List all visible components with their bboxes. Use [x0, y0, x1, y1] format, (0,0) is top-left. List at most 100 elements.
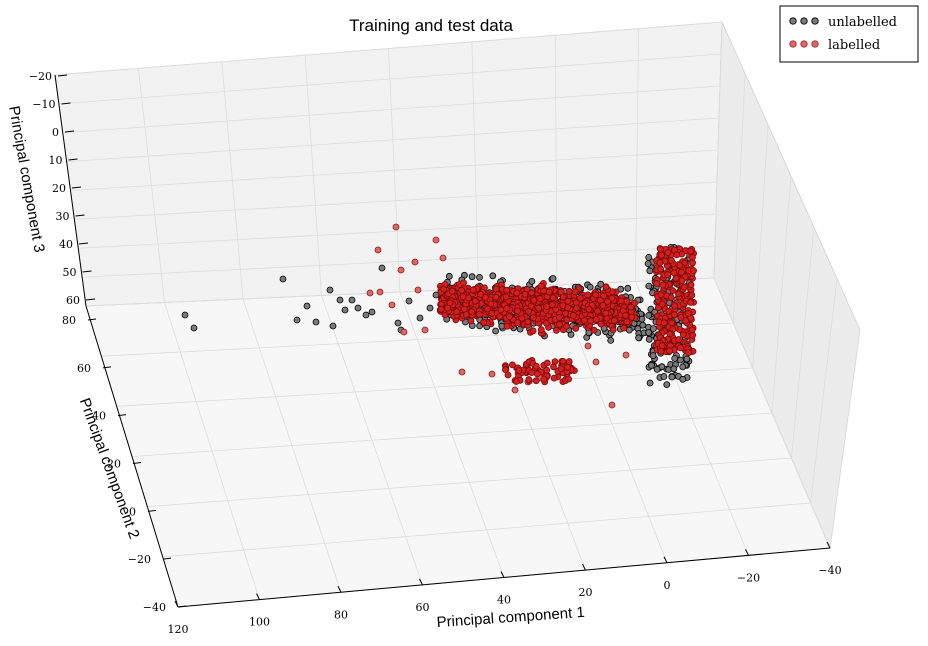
labelled-point — [509, 361, 516, 369]
labelled-point — [585, 305, 593, 313]
z-tick-label: 50 — [63, 266, 77, 279]
labelled-point — [669, 287, 677, 295]
labelled-point — [658, 342, 666, 350]
z-tick-mark — [78, 242, 89, 245]
z-tick-mark — [71, 186, 82, 189]
unlabelled-point — [329, 322, 337, 330]
unlabelled-point — [362, 311, 370, 319]
labelled-point — [565, 358, 573, 365]
labelled-point — [543, 303, 551, 311]
x-tick-mark — [663, 556, 668, 563]
labelled-point — [679, 331, 687, 339]
labelled-point — [469, 286, 477, 294]
z-tick-label: 40 — [59, 238, 73, 251]
y-tick-mark — [117, 414, 127, 417]
labelled-point — [604, 298, 611, 306]
labelled-point — [563, 322, 570, 330]
labelled-point — [668, 256, 675, 264]
labelled-point — [537, 326, 545, 334]
x-tick-mark — [500, 571, 505, 578]
labelled-point — [392, 223, 400, 231]
labelled-point — [569, 312, 577, 319]
labelled-point — [596, 296, 604, 304]
labelled-point — [543, 319, 550, 327]
grid-line-z — [58, 53, 722, 105]
labelled-point — [611, 317, 618, 325]
unlabelled-point — [586, 283, 594, 291]
unlabelled-point — [683, 355, 691, 363]
labelled-point — [537, 282, 545, 290]
x-tick-mark — [256, 593, 260, 600]
unlabelled-point — [597, 280, 605, 288]
labelled-point — [548, 301, 556, 309]
unlabelled-point — [679, 363, 687, 371]
unlabelled-point — [293, 316, 301, 324]
grid-line-z — [82, 245, 716, 278]
y-tick-label: −40 — [143, 601, 166, 614]
grid-line-y — [162, 278, 838, 558]
unlabelled-point — [341, 306, 349, 314]
labelled-point — [550, 363, 557, 371]
unlabelled-point — [660, 373, 668, 380]
labelled-point — [587, 317, 594, 325]
labelled-point — [444, 304, 452, 312]
unlabelled-point — [638, 315, 646, 323]
labelled-point — [411, 258, 419, 266]
labelled-point — [459, 293, 467, 301]
labelled-point — [677, 344, 684, 352]
labelled-point — [657, 347, 665, 355]
z-tick-label: 0 — [52, 126, 59, 139]
labelled-point — [673, 251, 681, 259]
labelled-point — [664, 249, 672, 257]
unlabelled-point — [426, 304, 434, 312]
x-tick-mark — [745, 549, 749, 556]
labelled-point — [668, 319, 676, 327]
grid-line-z — [74, 181, 718, 220]
labelled-point — [477, 290, 484, 298]
labelled-point — [678, 277, 686, 285]
data-points — [181, 223, 697, 409]
labelled-point — [536, 295, 544, 303]
grid-line-y — [147, 227, 815, 508]
y-tick-label: 40 — [92, 410, 106, 423]
z-tick-label: 10 — [49, 154, 63, 167]
unlabelled-point — [416, 314, 424, 322]
grid-line-y — [131, 175, 792, 457]
grid-line-z — [70, 149, 719, 191]
z-tick-mark — [64, 130, 75, 133]
y-tick-label: 20 — [107, 458, 121, 471]
labelled-point — [514, 307, 521, 315]
labelled-point — [374, 246, 382, 254]
labelled-point — [690, 267, 697, 275]
labelled-point — [528, 289, 535, 297]
labelled-point — [397, 266, 405, 274]
labelled-point — [664, 271, 672, 278]
labelled-point — [533, 370, 541, 378]
z-tick-mark — [57, 74, 68, 77]
unlabelled-point — [326, 286, 334, 294]
z-tick-label: 60 — [66, 294, 80, 307]
labelled-point — [675, 336, 683, 343]
labelled-point — [572, 324, 580, 332]
labelled-point — [688, 326, 696, 334]
z-tick-mark — [75, 214, 85, 217]
labelled-point — [437, 305, 445, 313]
labelled-point — [501, 366, 509, 374]
x-tick-label: −20 — [737, 571, 760, 584]
labelled-point — [502, 293, 510, 301]
x-tick-label: 40 — [497, 594, 511, 607]
grid-line-z — [54, 21, 723, 76]
legend-marker-unlabelled-2 — [800, 17, 808, 25]
y-tick-mark — [162, 557, 172, 560]
unlabelled-point — [677, 356, 684, 364]
labelled-point — [376, 288, 384, 296]
labelled-point — [475, 310, 483, 318]
unlabelled-point — [336, 296, 344, 304]
legend-marker-labelled-3 — [811, 40, 819, 48]
unlabelled-point — [645, 311, 653, 319]
labelled-point — [608, 401, 616, 409]
unlabelled-point — [646, 267, 654, 275]
labelled-point — [524, 318, 532, 326]
unlabelled-point — [679, 375, 687, 383]
labelled-point — [657, 245, 664, 253]
